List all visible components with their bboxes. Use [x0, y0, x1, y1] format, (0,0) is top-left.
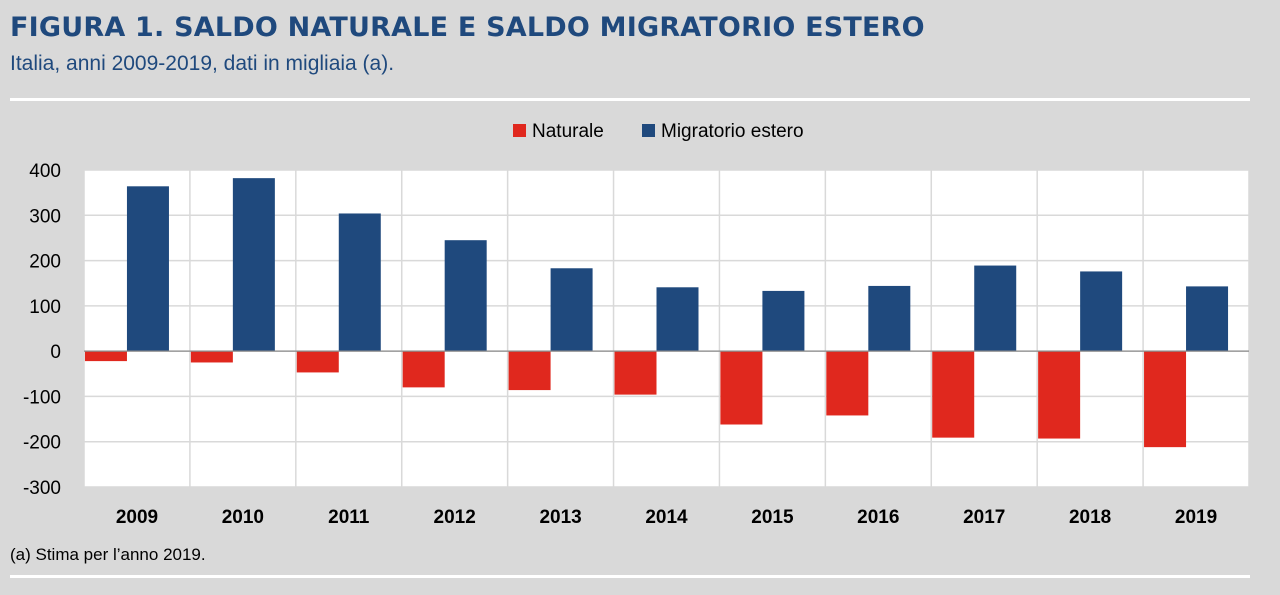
x-tick-label: 2010 — [222, 507, 264, 528]
bar-migratorio-estero — [232, 178, 275, 352]
y-tick-label: -200 — [23, 433, 61, 454]
bar-naturale — [1144, 351, 1187, 448]
bar-migratorio-estero — [1080, 271, 1123, 352]
bar-naturale — [402, 351, 445, 388]
bar-migratorio-estero — [762, 290, 805, 352]
bar-naturale — [296, 351, 339, 373]
y-tick-label: 100 — [29, 297, 61, 318]
x-tick-label: 2013 — [539, 507, 581, 528]
bar-migratorio-estero — [868, 285, 911, 352]
bar-migratorio-estero — [444, 240, 487, 352]
footnote: (a) Stima per l’anno 2019. — [10, 545, 206, 564]
legend-swatch — [513, 124, 526, 137]
bar-naturale — [84, 351, 127, 362]
y-tick-label: 0 — [50, 342, 61, 363]
bar-migratorio-estero — [338, 213, 381, 352]
legend-label: Naturale — [532, 121, 604, 142]
chart-title: FIGURA 1. SALDO NATURALE E SALDO MIGRATO… — [10, 12, 925, 43]
bar-naturale — [826, 351, 869, 416]
top-divider — [10, 98, 1250, 101]
x-tick-label: 2015 — [751, 507, 794, 528]
bar-naturale — [614, 351, 657, 395]
legend-label: Migratorio estero — [661, 121, 804, 142]
y-tick-label: 300 — [29, 206, 61, 227]
y-tick-label: -300 — [23, 478, 61, 499]
bar-migratorio-estero — [656, 287, 699, 352]
bar-naturale — [508, 351, 551, 391]
bar-migratorio-estero — [974, 265, 1017, 352]
x-tick-label: 2014 — [645, 507, 688, 528]
x-tick-label: 2019 — [1175, 507, 1217, 528]
x-tick-label: 2018 — [1069, 507, 1111, 528]
bar-migratorio-estero — [550, 268, 593, 352]
legend-swatch — [642, 124, 655, 137]
x-tick-label: 2011 — [328, 507, 370, 528]
x-tick-label: 2017 — [963, 507, 1005, 528]
bar-naturale — [720, 351, 763, 425]
bar-naturale — [190, 351, 233, 363]
y-tick-label: -100 — [23, 387, 61, 408]
bar-naturale — [1038, 351, 1081, 439]
y-tick-label: 400 — [29, 161, 61, 182]
x-tick-label: 2012 — [434, 507, 476, 528]
bottom-divider — [10, 575, 1250, 578]
y-tick-label: 200 — [29, 252, 61, 273]
bar-naturale — [932, 351, 975, 438]
x-tick-label: 2009 — [116, 507, 158, 528]
bar-migratorio-estero — [1186, 286, 1229, 352]
x-tick-label: 2016 — [857, 507, 899, 528]
bar-migratorio-estero — [126, 186, 169, 352]
chart-subtitle: Italia, anni 2009-2019, dati in migliaia… — [10, 52, 395, 75]
bar-chart: 400 300 200 100 0 -100 -200 -300 2009 2010 2011 201… — [23, 121, 1250, 528]
